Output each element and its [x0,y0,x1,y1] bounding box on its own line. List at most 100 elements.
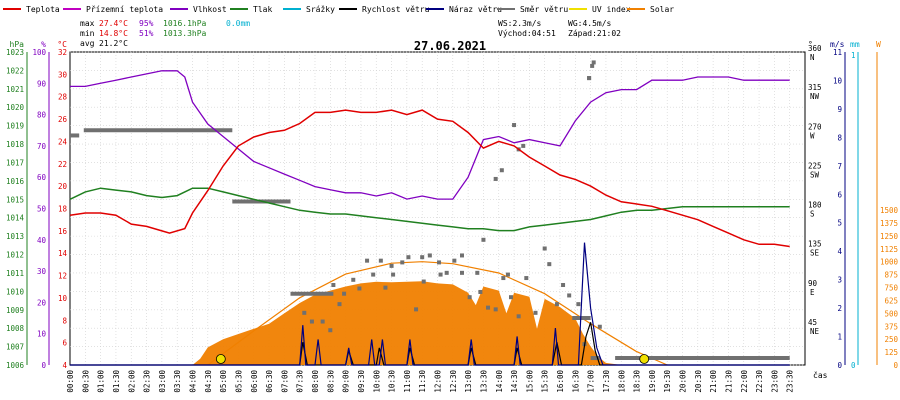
hpa-tick-label: 1006 [6,361,25,370]
solar-tick-label: 625 [884,296,898,305]
solar-tick-label: 750 [884,284,898,293]
stats-min-humidity: 51% [139,29,154,38]
stats-min-pressure: 1013.3hPa [163,29,207,38]
wind-direction-point [499,168,504,173]
wind-direction-point [389,263,394,268]
temperature-tick-label: 4 [62,361,67,370]
direction-label: SE [810,249,820,258]
solar-tick-label: 250 [884,335,898,344]
direction-tick-label: 315 [808,83,822,92]
wind-direction-point [524,276,529,281]
temperature-tick-label: 6 [62,339,67,348]
x-tick-label: 18:30 [633,370,642,393]
wind-direction-point [516,314,521,319]
solar-tick-label: 375 [884,322,898,331]
wind-tick-label: 8 [837,133,842,142]
uv-marker [639,354,650,364]
x-tick-label: 00:00 [66,370,75,393]
x-tick-label: 01:00 [97,370,106,393]
direction-tick-label: 225 [808,161,822,170]
wind-direction-point [493,307,498,312]
legend-label: Teplota [26,5,60,14]
direction-label: N [810,53,815,62]
legend-label: UV index [592,5,631,14]
humidity-tick-label: 40 [37,236,47,245]
legend: Teplota Přízemní teplota Vlhkost Tlak Srážky… [3,5,674,14]
wind-tick-label: 5 [837,219,842,228]
wind-direction-point [302,310,307,315]
x-tick-label: 03:00 [158,370,167,393]
wind-direction-point [501,276,506,281]
wind-direction-point [590,63,595,68]
wind-direction-point [576,302,581,307]
x-tick-label: 04:30 [204,370,213,393]
wind-direction-point [437,260,442,265]
wind-direction-point [591,60,596,65]
direction-label: NE [810,327,820,336]
wind-direction-point [478,289,483,294]
wind-tick-label: 3 [837,276,842,285]
wind-direction-point [365,258,370,263]
stats-block: max 27.4°C 95% 1016.1hPa 0.0mm min 14.8°C 51% 10… [80,19,621,53]
stats-avg-label: avg [80,39,95,48]
x-tick-label: 14:30 [510,370,519,393]
hpa-tick-label: 1017 [6,158,24,167]
solar-tick-label: 1375 [880,219,898,228]
hpa-tick-label: 1023 [6,48,24,57]
wind-direction-point [493,176,498,181]
wind-direction-point [406,255,411,260]
x-tick-label: 23:00 [770,370,779,393]
x-tick-label: 17:00 [587,370,596,393]
stats-max-label: max [80,19,95,28]
hpa-axis-unit: hPa [10,40,25,49]
temperature-tick-label: 28 [58,93,68,102]
x-tick-label: 06:00 [250,370,259,393]
humidity-tick-label: 80 [37,111,47,120]
rain-axis-unit: mm [850,40,860,49]
solar-area [70,281,790,365]
x-tick-label: 22:30 [755,370,764,393]
solar-tick-label: 1125 [880,245,898,254]
wind-direction-point [467,295,472,300]
hpa-tick-label: 1022 [6,66,24,75]
direction-label: S [810,210,815,219]
x-tick-label: 08:00 [311,370,320,393]
x-tick-label: 11:30 [418,370,427,393]
wind-direction-point [460,253,464,258]
x-tick-label: 04:00 [189,370,198,393]
wind-direction-point [561,283,566,288]
temperature-tick-label: 32 [58,48,67,57]
humidity-tick-label: 90 [37,79,47,88]
direction-tick-label: 90 [808,279,818,288]
solar-tick-label: 1000 [880,258,899,267]
direction-label: W [810,131,815,140]
wind-direction-point [357,286,362,291]
legend-label: Rychlost větru [362,5,430,14]
uv-marker [215,354,226,364]
wind-tick-label: 1 [837,333,842,342]
solar-tick-label: 0 [893,361,898,370]
direction-axis-unit: ° [808,40,813,49]
wind-direction-point [337,302,342,307]
x-tick-label: 16:30 [571,370,580,393]
wind-direction-point [400,260,405,265]
wind-tick-label: 11 [833,48,842,57]
x-tick-label: 02:30 [143,370,152,393]
solar-tick-label: 125 [884,348,898,357]
hpa-tick-label: 1007 [6,343,24,352]
wind-direction-point [421,279,426,284]
stats-max-humidity: 95% [139,19,154,28]
x-tick-label: 01:30 [112,370,121,393]
wind-direction-point [460,270,464,275]
legend-label: Směr větru [520,5,568,14]
legend-label: Srážky [306,5,335,14]
wind-direction-point [597,324,602,329]
x-tick-label: 19:30 [663,370,672,393]
wind-direction-point [567,293,572,298]
wind-tick-label: 10 [833,76,843,85]
wind-direction-point [414,307,419,312]
x-tick-label: 15:00 [525,370,534,393]
wind-gust-line [70,242,790,366]
wind-direction-point [475,270,480,275]
stats-max-rain: 0.0mm [226,19,250,28]
